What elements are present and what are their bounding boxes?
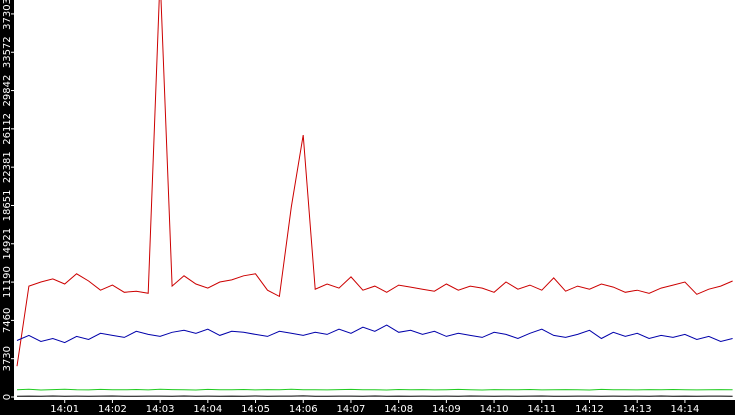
x-tick-label: 14:04 [193, 404, 222, 415]
y-tick-label: 11190 [2, 266, 13, 298]
x-tick-label: 14:02 [98, 404, 127, 415]
y-tick-label: 7460 [2, 308, 13, 333]
x-tick-label: 14:13 [623, 404, 652, 415]
x-tick-label: 14:01 [50, 404, 79, 415]
x-tick-label: 14:06 [289, 404, 318, 415]
y-tick-label: 22381 [2, 151, 13, 183]
x-tick-label: 14:10 [480, 404, 509, 415]
lines [16, 0, 733, 397]
y-tick-label: 33572 [2, 36, 13, 68]
x-tick-label: 14:05 [241, 404, 270, 415]
y-tick-label: 14921 [2, 228, 13, 260]
series-line [16, 388, 733, 391]
y-tick-label: 37303 [2, 0, 13, 30]
plot-area [14, 0, 735, 400]
y-tick-label: 0 [2, 394, 13, 400]
y-tick-label: 26112 [2, 113, 13, 145]
y-tick-label: 3730 [2, 346, 13, 371]
x-tick-label: 14:03 [146, 404, 175, 415]
series-line [16, 324, 733, 344]
y-tick-label: 29842 [2, 75, 13, 107]
series-line [16, 0, 733, 367]
x-tick-label: 14:12 [575, 404, 604, 415]
x-axis-bar [0, 400, 735, 415]
y-tick-label: 18651 [2, 190, 13, 222]
x-tick-label: 14:08 [384, 404, 413, 415]
x-tick-label: 14:14 [670, 404, 699, 415]
y-axis-bar [0, 0, 14, 415]
x-tick-label: 14:07 [337, 404, 366, 415]
x-tick-label: 14:11 [527, 404, 556, 415]
x-tick-label: 14:09 [432, 404, 461, 415]
